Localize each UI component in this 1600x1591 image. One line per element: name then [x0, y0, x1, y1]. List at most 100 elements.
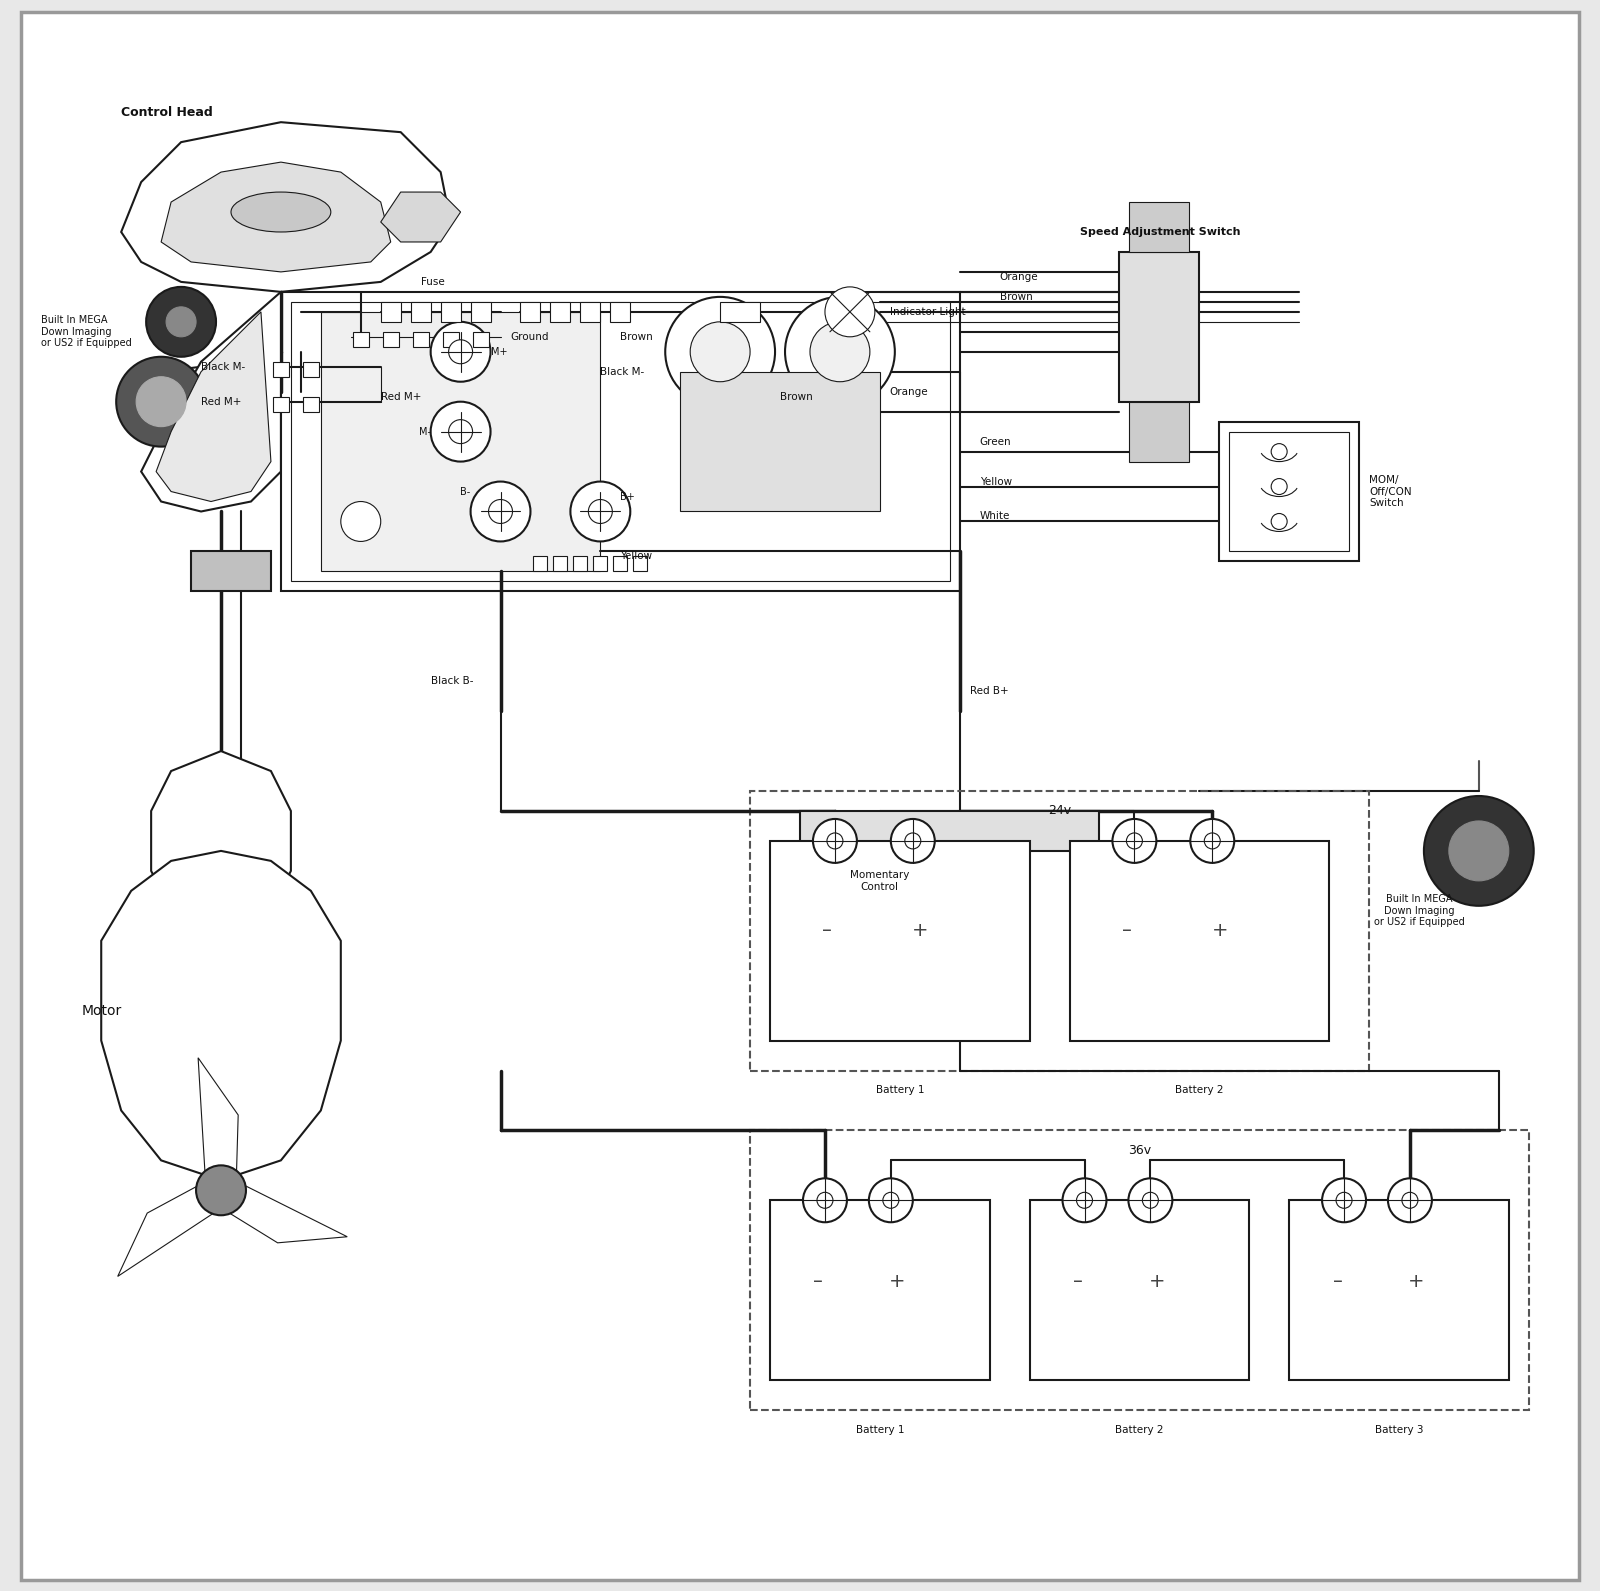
Circle shape [803, 1179, 846, 1222]
Bar [634, 557, 648, 571]
Bar [443, 333, 459, 347]
Circle shape [1126, 834, 1142, 850]
Text: Ground: Ground [510, 333, 549, 342]
Circle shape [1270, 444, 1286, 460]
Circle shape [1336, 1192, 1352, 1208]
Text: Built In MEGA
Down Imaging
or US2 if Equipped: Built In MEGA Down Imaging or US2 if Equ… [1373, 894, 1464, 928]
Text: Green: Green [979, 436, 1011, 447]
Text: 24v: 24v [1048, 805, 1070, 818]
Text: +: + [1408, 1271, 1424, 1290]
Bar [800, 811, 1099, 851]
Text: M+: M+ [491, 347, 507, 356]
Polygon shape [198, 1058, 238, 1190]
Bar [381, 302, 400, 321]
Bar [472, 333, 488, 347]
Bar [750, 1131, 1528, 1410]
Bar [382, 333, 398, 347]
Circle shape [1062, 1179, 1107, 1222]
Text: –: – [1122, 921, 1131, 940]
Bar [274, 361, 290, 377]
Text: Battery 3: Battery 3 [1374, 1426, 1424, 1435]
Circle shape [891, 819, 934, 862]
Circle shape [1142, 1192, 1158, 1208]
Text: Red M+: Red M+ [381, 391, 421, 401]
Circle shape [826, 286, 875, 337]
Text: +: + [1211, 921, 1229, 940]
Text: Brown: Brown [1000, 291, 1032, 302]
Circle shape [786, 298, 894, 407]
Text: Battery 1: Battery 1 [875, 1085, 925, 1096]
Circle shape [666, 298, 774, 407]
Bar [411, 302, 430, 321]
Bar [291, 302, 950, 581]
Circle shape [1190, 819, 1234, 862]
Bar [1290, 1200, 1509, 1379]
Bar [554, 557, 568, 571]
Circle shape [883, 1192, 899, 1208]
Bar [720, 302, 760, 321]
Bar [1130, 401, 1189, 461]
Text: –: – [813, 1271, 824, 1290]
Text: 36v: 36v [1128, 1144, 1150, 1157]
Text: Control Head: Control Head [122, 105, 213, 119]
Polygon shape [118, 1177, 229, 1276]
Circle shape [146, 286, 216, 356]
Bar [520, 302, 541, 321]
Bar [581, 302, 600, 321]
Bar [1029, 1200, 1250, 1379]
Text: M-: M- [419, 426, 430, 436]
Text: Orange: Orange [890, 387, 928, 396]
Text: Black M-: Black M- [600, 368, 645, 377]
Polygon shape [213, 1177, 347, 1243]
Circle shape [1077, 1192, 1093, 1208]
Text: Built In MEGA
Down Imaging
or US2 if Equipped: Built In MEGA Down Imaging or US2 if Equ… [42, 315, 133, 348]
Circle shape [906, 834, 920, 850]
Bar [470, 302, 491, 321]
Circle shape [1424, 796, 1534, 905]
Circle shape [448, 420, 472, 444]
Text: Indicator Light: Indicator Light [890, 307, 965, 317]
Text: Brown: Brown [621, 333, 653, 342]
Circle shape [166, 307, 197, 337]
Circle shape [448, 340, 472, 364]
Bar [302, 396, 318, 412]
Bar [282, 291, 960, 592]
Circle shape [571, 482, 630, 541]
Text: Speed Adjustment Switch: Speed Adjustment Switch [1080, 228, 1240, 237]
Polygon shape [141, 291, 282, 511]
Bar [594, 557, 608, 571]
Text: B+: B+ [621, 492, 635, 501]
Bar [413, 333, 429, 347]
Circle shape [589, 500, 613, 523]
Bar [610, 302, 630, 321]
Circle shape [197, 1165, 246, 1216]
Circle shape [869, 1179, 914, 1222]
Bar [1229, 431, 1349, 552]
Circle shape [488, 500, 512, 523]
Text: Battery 2: Battery 2 [1174, 1085, 1224, 1096]
Polygon shape [157, 312, 270, 501]
Circle shape [430, 321, 491, 382]
Text: –: – [1333, 1271, 1342, 1290]
Text: +: + [912, 921, 930, 940]
Text: –: – [822, 921, 832, 940]
Bar [533, 557, 547, 571]
Circle shape [1402, 1192, 1418, 1208]
Circle shape [690, 321, 750, 382]
Circle shape [1322, 1179, 1366, 1222]
Circle shape [1270, 514, 1286, 530]
Bar [613, 557, 627, 571]
Text: B-: B- [461, 487, 470, 496]
Bar [190, 552, 270, 592]
Bar [1069, 842, 1330, 1041]
Bar [750, 791, 1370, 1071]
Polygon shape [162, 162, 390, 272]
Text: White: White [979, 511, 1010, 522]
Circle shape [1128, 1179, 1173, 1222]
Bar [680, 372, 880, 511]
Text: Red M+: Red M+ [202, 396, 242, 407]
Text: Orange: Orange [1000, 272, 1038, 282]
Bar [770, 842, 1029, 1041]
Circle shape [818, 1192, 834, 1208]
Text: Motor: Motor [82, 1004, 122, 1018]
